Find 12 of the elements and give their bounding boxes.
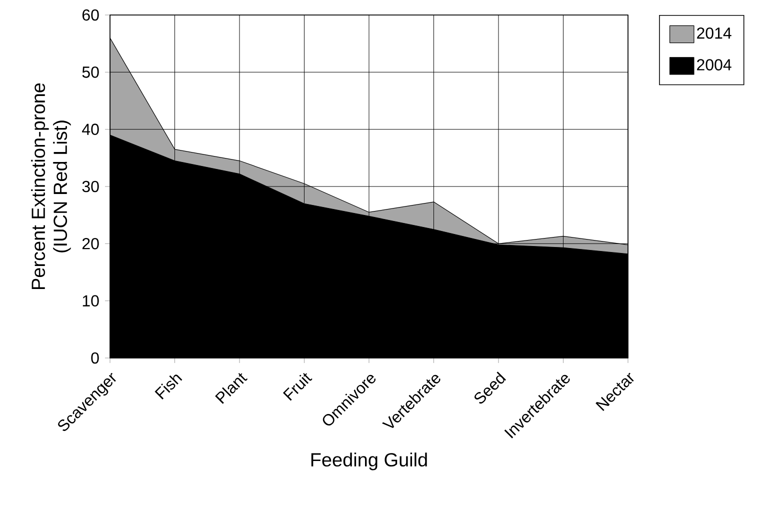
- x-tick-label: Fish: [154, 374, 182, 400]
- y-tick-label: 40: [82, 124, 99, 135]
- y-tick-label: 60: [82, 9, 99, 21]
- y-tick-label: 0: [91, 352, 99, 364]
- y-tick-label: 30: [82, 180, 99, 192]
- y-tick-label: 10: [82, 295, 99, 306]
- y-axis-title: Percent Extinction-prone (IUCN Red List): [31, 83, 71, 289]
- y-tick-label: 50: [82, 66, 99, 78]
- legend-label: 2004: [697, 59, 732, 70]
- legend-label: 2014: [697, 27, 732, 39]
- x-axis-title: Feeding Guild: [311, 452, 427, 470]
- y-tick-label: 20: [82, 238, 99, 250]
